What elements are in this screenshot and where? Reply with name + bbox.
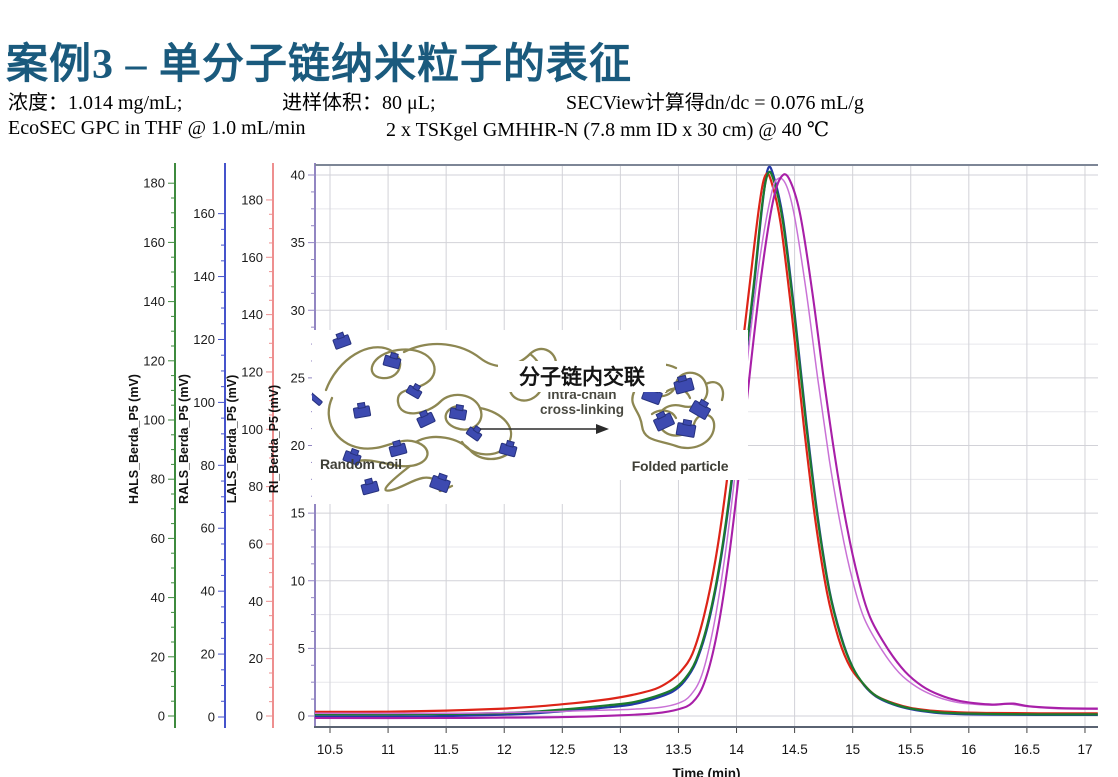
right-arrow-icon [480, 424, 609, 434]
injection-volume-value: 进样体积：80 μL; [282, 92, 436, 114]
lals-axis: 0 20 40 60 80 100 120 140 160 180 LALS_Berda_P5 (m… [225, 163, 274, 728]
rals-tick-label: 100 [193, 395, 215, 410]
lals-tick-label: 80 [249, 479, 263, 494]
hals-tick-label: 100 [143, 413, 165, 428]
rals-tick-label: 40 [201, 584, 215, 599]
cross-linking-inset: Random coil 分子链内交联 intra-chain cross-lin… [312, 330, 748, 502]
ri-tick-label: 40 [291, 168, 305, 183]
hals-tick-label: 60 [151, 531, 165, 546]
x-tick-label: 17 [1077, 742, 1092, 757]
page-title: 案例3 – 单分子链纳米粒子的表征 [6, 42, 633, 89]
hals-tick-label: 140 [143, 294, 165, 309]
series-ri_berda_p5_inner-curve [314, 177, 1098, 715]
rals-tick-label: 160 [193, 206, 215, 221]
x-tick-label: 15 [845, 742, 860, 757]
rals-tick-label: 60 [201, 521, 215, 536]
inset-background-lower [312, 478, 602, 504]
cross-linking-label-en-2: cross-linking [539, 402, 625, 417]
hals-axis-title: HALS_Berda_P5 (mV) [127, 374, 141, 504]
info-line-1: 浓度：1.014 mg/mL; 进样体积：80 μL; SECView计算得dn… [0, 86, 1118, 114]
hals-tick-label: 180 [143, 176, 165, 191]
hals-tick-label: 120 [143, 353, 165, 368]
random-coil-caption: Random coil [320, 456, 402, 472]
lals-tick-label: 180 [241, 192, 263, 207]
ri-tick-label: 15 [291, 506, 305, 521]
concentration-value: 浓度：1.014 mg/mL; [8, 92, 183, 114]
ri-tick-label: 10 [291, 573, 305, 588]
x-tick-label: 14 [729, 742, 745, 757]
hals-tick-label: 80 [151, 472, 165, 487]
series-ri_berda_p5-curve [314, 173, 1098, 720]
rals-tick-label: 0 [208, 710, 215, 725]
ri-tick-label: 5 [298, 641, 305, 656]
lals-axis-title: LALS_Berda_P5 (mV) [225, 375, 239, 504]
lals-tick-label: 60 [249, 536, 263, 551]
hals-tick-label: 160 [143, 235, 165, 250]
x-tick-label: 16 [961, 742, 976, 757]
info-line-2: EcoSEC GPC in THF @ 1.0 mL/min 2 x TSKge… [0, 117, 1118, 143]
random-coil-illustration [312, 331, 558, 496]
ri-axis: 0 5 10 15 20 25 30 35 40 RI_Berda_P5 (mV) [267, 163, 316, 728]
x-tick-label: 13.5 [665, 742, 691, 757]
ri-tick-label: 20 [291, 438, 305, 453]
ri-tick-label: 25 [291, 370, 305, 385]
x-tick-label: 16.5 [1014, 742, 1040, 757]
chromatogram-chart: 0 20 40 60 80 100 120 140 160 180 HALS_Berda_P5 (m… [0, 160, 1118, 777]
rals-tick-label: 80 [201, 458, 215, 473]
rals-tick-label: 20 [201, 647, 215, 662]
x-tick-label: 11 [381, 742, 395, 757]
rals-tick-label: 140 [193, 269, 215, 284]
lals-tick-label: 140 [241, 307, 263, 322]
x-tick-label: 10.5 [317, 742, 343, 757]
series-hals_berda_p5-curve [314, 170, 1098, 716]
system-conditions: EcoSEC GPC in THF @ 1.0 mL/min [8, 117, 306, 139]
x-tick-label: 14.5 [781, 742, 807, 757]
lals-tick-label: 0 [256, 709, 263, 724]
ri-tick-label: 0 [298, 709, 305, 724]
x-tick-label: 12 [497, 742, 512, 757]
hals-axis: 0 20 40 60 80 100 120 140 160 180 HALS_Berda_P5 (m… [127, 163, 176, 728]
hals-tick-label: 20 [151, 649, 165, 664]
hals-tick-label: 40 [151, 590, 165, 605]
x-tick-label: 15.5 [898, 742, 924, 757]
x-tick-label: 13 [613, 742, 628, 757]
cross-linking-label-zh: 分子链内交联 [498, 361, 666, 392]
dndc-value: SECView计算得dn/dc = 0.076 mL/g [566, 92, 864, 114]
ri-tick-label: 35 [291, 235, 305, 250]
x-tick-label: 12.5 [549, 742, 575, 757]
ri-axis-title: RI_Berda_P5 (mV) [267, 385, 281, 493]
folded-particle-caption: Folded particle [631, 458, 729, 474]
x-axis-title: Time (min) [672, 766, 740, 777]
rals-axis: 0 20 40 60 80 100 120 140 160 RALS_Berda_P5 (mV) [177, 163, 226, 728]
column-conditions: 2 x TSKgel GMHHR-N (7.8 mm ID x 30 cm) @… [386, 119, 830, 141]
lals-tick-label: 40 [249, 594, 263, 609]
rals-tick-label: 120 [193, 332, 215, 347]
rals-axis-title: RALS_Berda_P5 (mV) [177, 374, 191, 504]
ri-tick-label: 30 [291, 303, 305, 318]
hals-tick-label: 0 [158, 709, 165, 724]
lals-tick-label: 160 [241, 250, 263, 265]
lals-tick-label: 120 [241, 364, 263, 379]
lals-tick-label: 100 [241, 422, 263, 437]
x-tick-label: 11.5 [434, 742, 459, 757]
lals-tick-label: 20 [249, 651, 263, 666]
